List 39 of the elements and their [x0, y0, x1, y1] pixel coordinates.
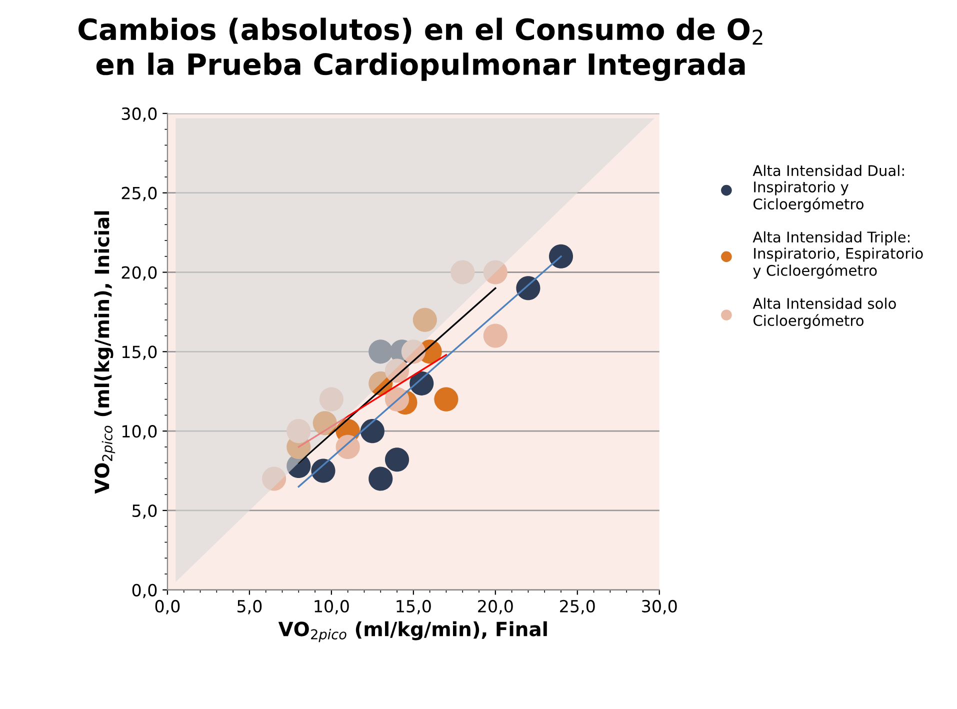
point: [401, 340, 426, 364]
x-tick-label: 25,0: [560, 600, 595, 614]
point: [385, 358, 410, 383]
legend-label: Alta Intensidad solo Cicloergómetro: [752, 298, 896, 329]
x-tick-label: 10,0: [314, 600, 349, 614]
point: [360, 419, 384, 444]
x-tick-label: 5,0: [237, 600, 262, 614]
y-tick-label: 0,0: [132, 584, 157, 598]
y-tick-label: 25,0: [122, 186, 157, 202]
y-tick-label: 10,0: [122, 425, 157, 440]
point: [312, 411, 337, 436]
point: [412, 308, 437, 332]
x-axis-title: VO$_{2pico}$ (ml/kg/min), Final: [278, 621, 547, 642]
point: [516, 276, 540, 300]
point: [434, 387, 458, 412]
x-tick-label: 0,0: [155, 600, 180, 614]
y-tick-label: 5,0: [132, 504, 157, 519]
point: [385, 448, 410, 472]
chart-title: Cambios (absolutos) en el Consumo de O$_{2}$ en la Prueba Cardiopulmonar Integrada: [78, 18, 762, 82]
point: [368, 466, 393, 491]
point: [450, 260, 475, 284]
point: [483, 260, 508, 284]
legend-label: Alta Intensidad Triple: Inspiratorio, Espiratorio y Cicloergómetro: [752, 231, 923, 279]
point: [368, 340, 393, 364]
point: [483, 324, 508, 348]
y-tick-label: 30,0: [122, 107, 157, 122]
point: [262, 466, 286, 491]
legend-label: Alta Intensidad Dual: Inspiratorio y Cicloergómetro: [752, 164, 904, 212]
point: [548, 244, 574, 268]
x-tick-label: 15,0: [396, 600, 431, 614]
point: [311, 458, 336, 483]
x-tick-label: 30,0: [642, 600, 677, 614]
x-tick-label: 20,0: [478, 600, 513, 614]
point: [319, 387, 344, 412]
point: [286, 419, 311, 444]
y-axis-title: VO$_{2pico}$ (ml(kg/min), Inicial: [94, 211, 116, 494]
y-tick-label: 15,0: [122, 346, 157, 360]
y-tick-label: 20,0: [122, 266, 157, 281]
point: [336, 434, 360, 459]
